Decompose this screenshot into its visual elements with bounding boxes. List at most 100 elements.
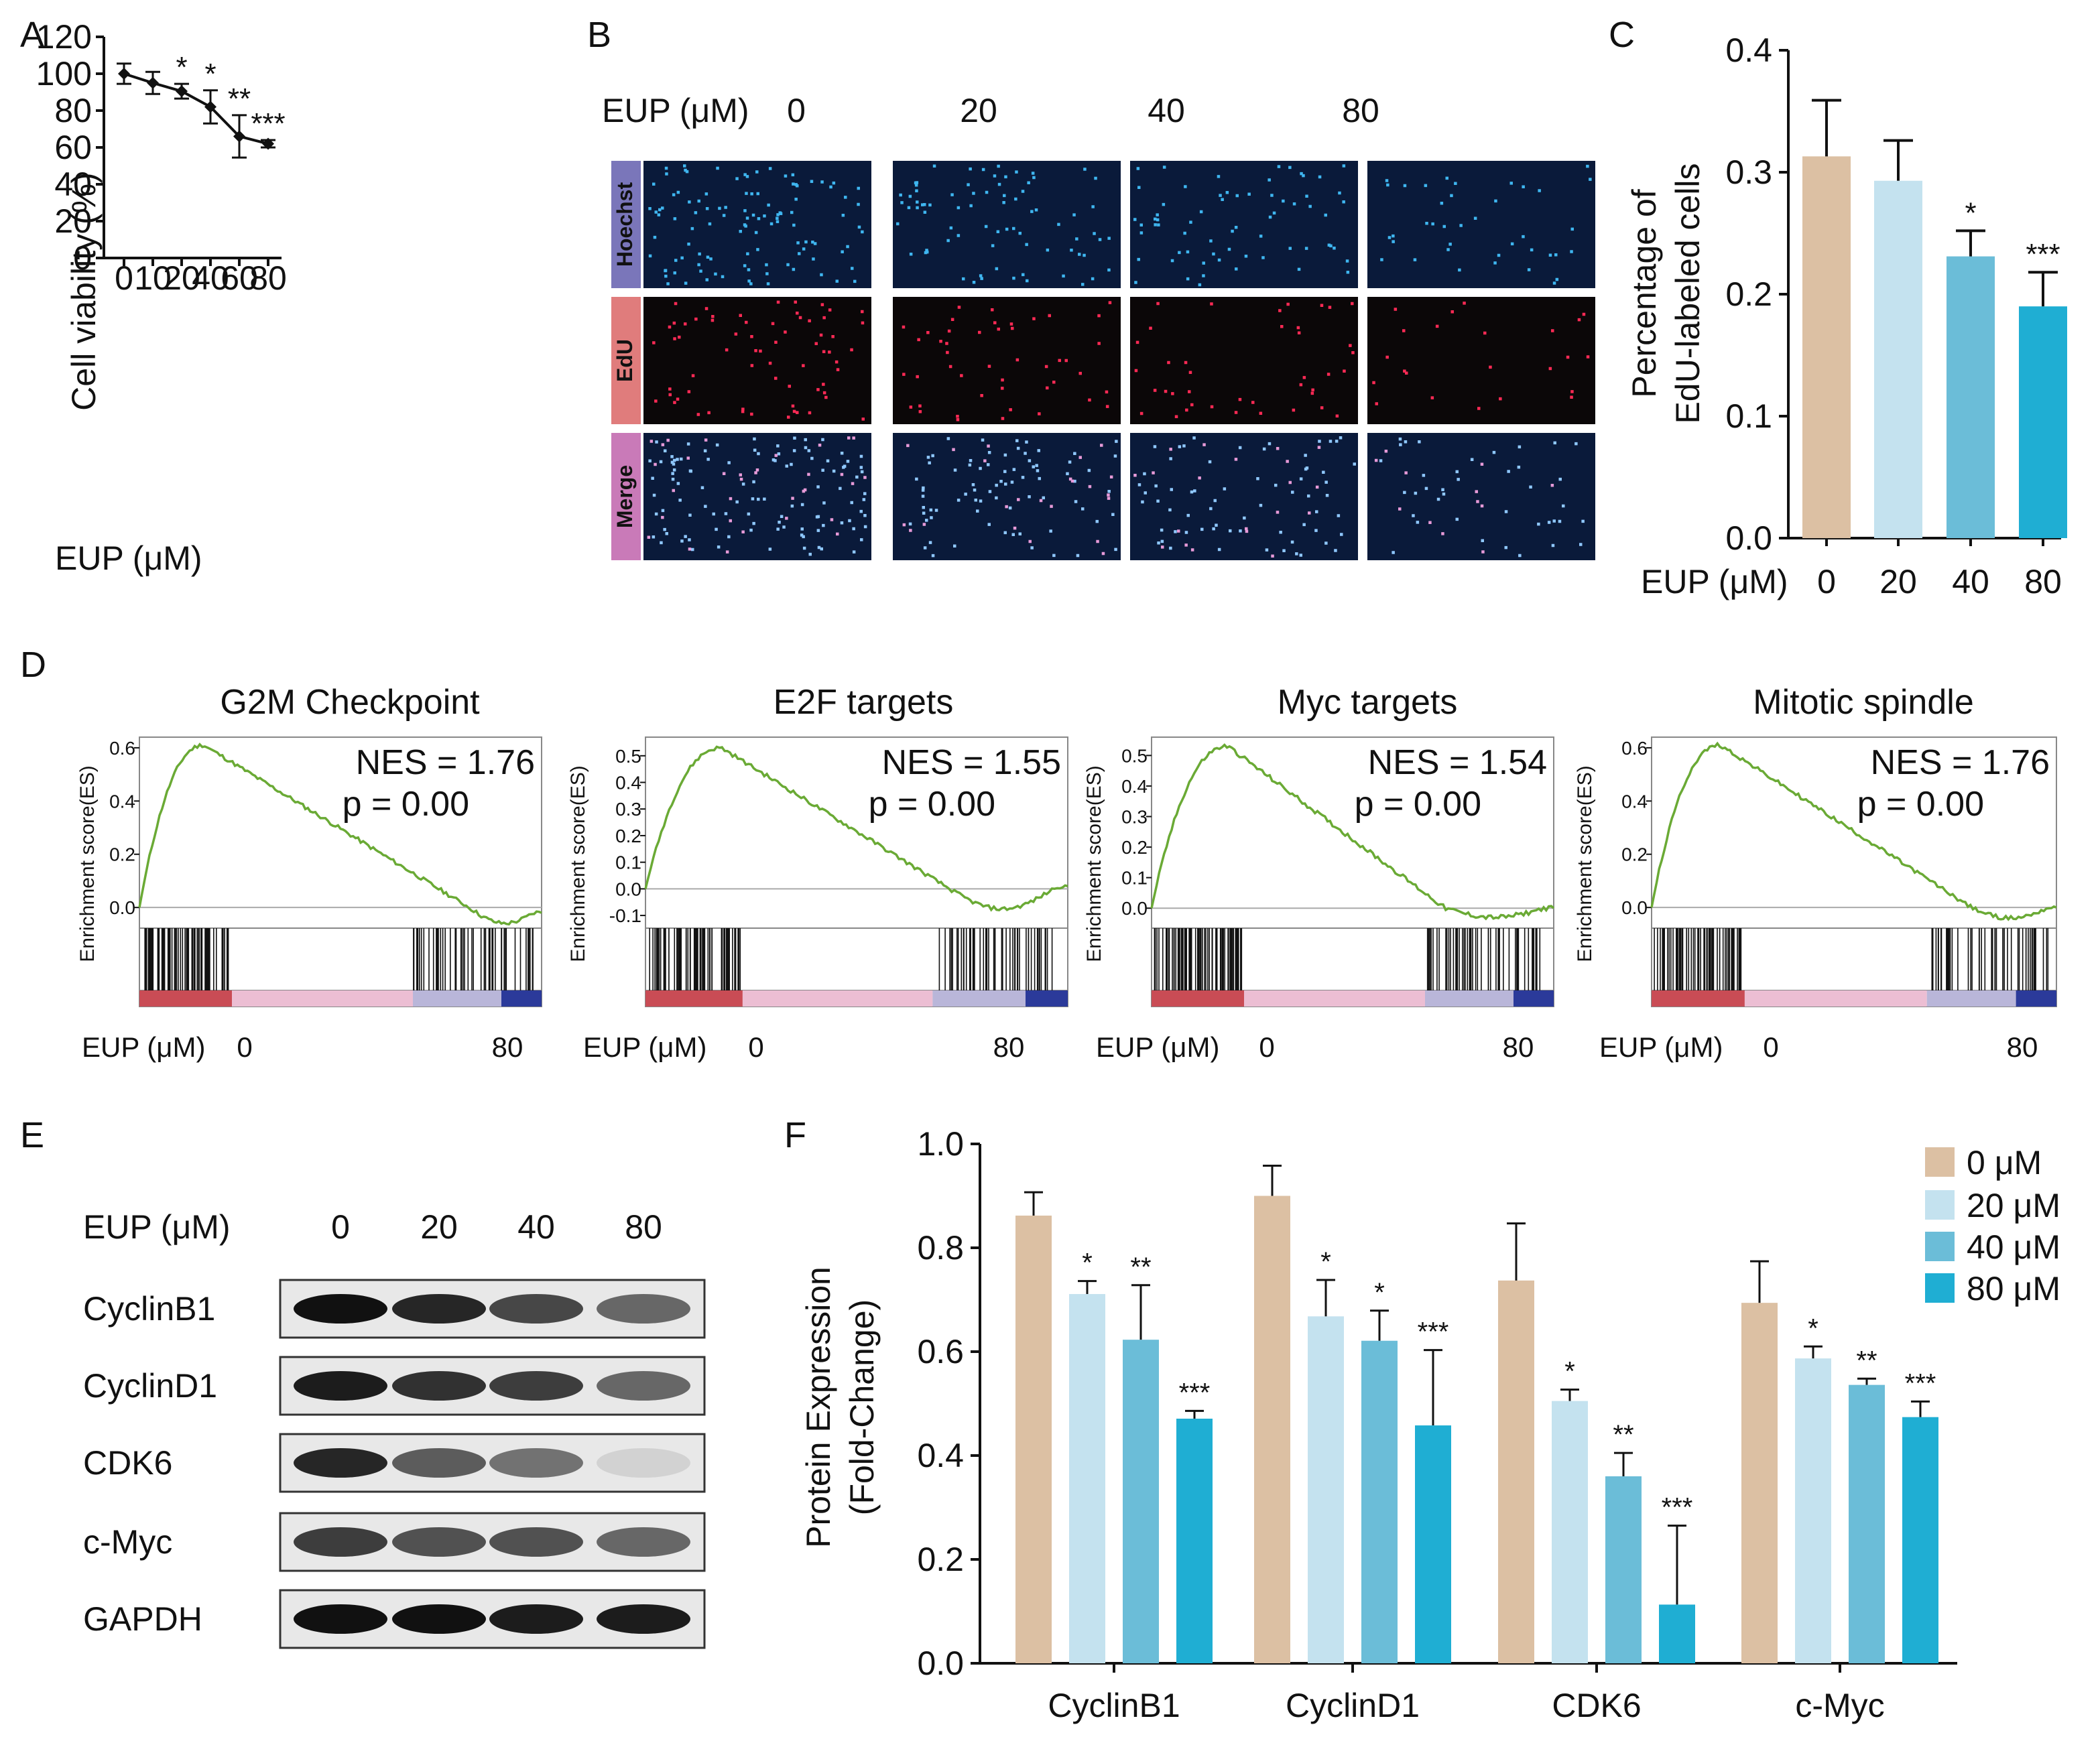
panel-b-micrograph — [1130, 297, 1358, 424]
panel-a-ytick-label: 0 — [73, 239, 92, 277]
panel-d-ytick-label: 0.4 — [1621, 791, 1648, 812]
panel-b-cell-dots — [902, 301, 1112, 422]
panel-b-micrograph — [1367, 297, 1595, 424]
panel-d-rank-bar-red — [645, 990, 743, 1007]
panel-letter-e: E — [20, 1115, 44, 1155]
panel-d-ytick-label: 0.3 — [1121, 806, 1148, 827]
panel-a-xlabel: EUP (μM) — [55, 539, 202, 577]
panel-b-cell-dots — [648, 436, 867, 556]
panel-d-ytick-label: 0.0 — [615, 879, 641, 899]
panel-c-significance-label: *** — [2026, 238, 2060, 271]
panel-b-cell-dots — [908, 437, 1118, 558]
panel-f-significance-label: *** — [1905, 1368, 1936, 1398]
panel-d-ytick-label: 0.1 — [615, 852, 641, 873]
panel-d-rank-bar-red — [139, 990, 232, 1007]
panel-f-xtick-label: c-Myc — [1795, 1687, 1884, 1724]
panel-b-row-label-box — [611, 433, 641, 560]
panel-e-band — [597, 1448, 690, 1478]
panel-b-row-label: EdU — [613, 339, 637, 382]
panel-d-ytick-label: 0.0 — [1621, 897, 1648, 918]
panel-e-band — [489, 1371, 583, 1401]
panel-d-nes-label: NES = 1.55 — [882, 743, 1061, 782]
panel-f-xtick-label: CDK6 — [1552, 1687, 1641, 1724]
panel-b-micrograph — [1130, 161, 1358, 288]
panel-f-legend-label: 80 μM — [1967, 1270, 2060, 1307]
panel-e-band — [489, 1604, 583, 1634]
panel-f-legend-label: 20 μM — [1967, 1187, 2060, 1224]
panel-c-bar — [2019, 306, 2067, 538]
panel-d-ytick-label: 0.2 — [1121, 837, 1148, 858]
panel-c-xtick-label: 20 — [1879, 563, 1917, 600]
panel-b-cell-dots — [648, 164, 864, 285]
panel-b-cell-dots — [1380, 164, 1592, 285]
panel-d-ytick-label: -0.1 — [609, 905, 641, 926]
panel-c-edu-bar-chart: Percentage of EdU-labeled cells EUP (μM)… — [1625, 31, 2067, 600]
panel-a-significance-label: * — [204, 58, 216, 90]
panel-f-bar — [1361, 1340, 1398, 1663]
panel-f-bar — [1415, 1425, 1451, 1663]
panel-e-western-blot: EUP (μM) 0 20 40 80 CyclinB1 CyclinD1 CDK6 c-My… — [83, 1208, 706, 1649]
panel-e-band — [294, 1371, 387, 1401]
panel-b-cell-dots — [896, 164, 1111, 286]
panel-f-ytick-label: 0.8 — [917, 1229, 964, 1267]
panel-d-xlabel: EUP (μM) — [82, 1031, 205, 1063]
panel-a-xtick-label: 10 — [134, 259, 172, 297]
panel-b-micrograph — [643, 161, 871, 288]
panel-e-band — [597, 1371, 690, 1401]
panel-c-ylabel-line1: Percentage of — [1625, 189, 1663, 397]
panel-f-significance-label: ** — [1130, 1252, 1151, 1282]
panel-d-rank-bar-blue — [2016, 990, 2056, 1007]
panel-b-micrograph — [893, 297, 1121, 424]
panel-d-es-curve — [1150, 743, 1555, 921]
panel-d-ytick-label: 0.4 — [109, 791, 135, 812]
panel-a-data-point — [118, 68, 130, 80]
panel-d-ytick-label: 0.1 — [1121, 868, 1148, 889]
panel-d-xlabel: EUP (μM) — [583, 1031, 706, 1063]
panel-c-ytick-label: 0.1 — [1725, 397, 1772, 435]
panel-c-xtick-label: 40 — [1952, 563, 1989, 600]
panel-d-es-curve — [644, 745, 1068, 912]
panel-d-rank-bar-light — [413, 990, 501, 1007]
panel-f-significance-label: * — [1320, 1247, 1331, 1277]
panel-f-legend-label: 0 μM — [1967, 1144, 2042, 1181]
panel-a-data-point — [204, 101, 217, 113]
panel-d-rank-bar-mid — [232, 990, 413, 1007]
panel-f-bar — [1659, 1604, 1695, 1663]
panel-f-xtick-label: CyclinB1 — [1048, 1687, 1180, 1724]
panel-a-ytick-label: 60 — [54, 129, 92, 166]
panel-f-protein-bar-chart: Protein Expression (Fold-Change) 0.0 0.2 0… — [800, 1125, 2060, 1724]
panel-e-band — [294, 1294, 387, 1324]
panel-b-row-label: Hoechst — [613, 182, 637, 267]
panel-d-ytick-label: 0.2 — [109, 844, 135, 865]
panel-d-x-right-label: 80 — [1503, 1031, 1534, 1063]
panel-d-x-right-label: 80 — [993, 1031, 1025, 1063]
panel-d-rank-bar-blue — [1026, 990, 1068, 1007]
panel-d-hit-lines — [144, 928, 534, 990]
panel-d-x-right-label: 80 — [2007, 1031, 2038, 1063]
panel-a-xtick-label: 20 — [163, 259, 200, 297]
panel-a-xtick-label: 60 — [221, 259, 258, 297]
panel-f-bar — [1795, 1358, 1831, 1663]
panel-a-data-point — [147, 76, 159, 89]
panel-d-x-left-label: 0 — [237, 1031, 252, 1063]
panel-e-band — [392, 1294, 486, 1324]
panel-e-band — [489, 1448, 583, 1478]
panel-d-rank-bar-light — [1425, 990, 1514, 1007]
panel-d-xlabel: EUP (μM) — [1096, 1031, 1219, 1063]
panel-e-column-label: 20 — [420, 1208, 458, 1246]
panel-d-ytick-label: 0.6 — [109, 738, 135, 759]
panel-f-bar — [1902, 1417, 1938, 1663]
panel-b-cell-dots — [1137, 436, 1356, 557]
panel-d-p-label: p = 0.00 — [343, 785, 469, 824]
panel-e-band — [294, 1448, 387, 1478]
panel-f-significance-label: * — [1808, 1313, 1818, 1343]
panel-d-plot-title: Myc targets — [1278, 683, 1458, 722]
panel-e-band — [294, 1604, 387, 1634]
panel-d-rank-bar-mid — [1244, 990, 1425, 1007]
panel-e-band — [392, 1448, 486, 1478]
panel-e-protein-label: c-Myc — [83, 1523, 172, 1561]
panel-letter-b: B — [587, 15, 611, 55]
panel-d-nes-label: NES = 1.76 — [1871, 743, 2050, 782]
panel-f-legend-label: 40 μM — [1967, 1228, 2060, 1266]
panel-d-rank-bar-red — [1652, 990, 1745, 1007]
